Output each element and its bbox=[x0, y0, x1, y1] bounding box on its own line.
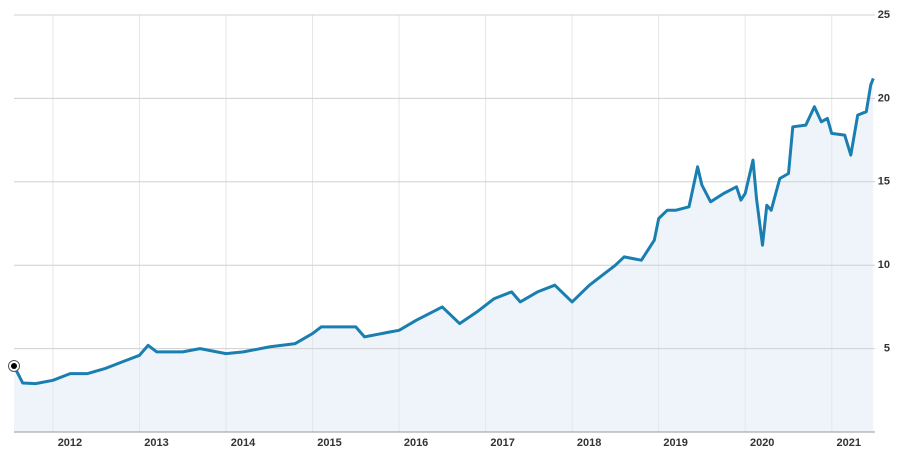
x-tick-label: 2021 bbox=[836, 437, 860, 449]
y-tick-label: 25 bbox=[878, 9, 890, 21]
line bbox=[12, 77, 875, 386]
y-tick-label: 20 bbox=[878, 92, 890, 104]
x-tick-label: 2017 bbox=[490, 437, 514, 449]
x-tick-label: 2018 bbox=[577, 437, 601, 449]
x-tick-label: 2016 bbox=[404, 437, 428, 449]
x-tick-label: 2013 bbox=[144, 437, 168, 449]
x-tick-label: 2015 bbox=[317, 437, 341, 449]
y-tick-label: 5 bbox=[884, 343, 890, 355]
x-tick-label: 2014 bbox=[231, 437, 256, 449]
area bbox=[14, 78, 874, 433]
x-tick-label: 2020 bbox=[750, 437, 774, 449]
start-marker-dot bbox=[11, 362, 17, 369]
x-tick-label: 2012 bbox=[58, 437, 82, 449]
y-tick-label: 10 bbox=[878, 259, 890, 271]
y-tick-label: 15 bbox=[878, 176, 890, 188]
x-tick-label: 2019 bbox=[663, 437, 687, 449]
